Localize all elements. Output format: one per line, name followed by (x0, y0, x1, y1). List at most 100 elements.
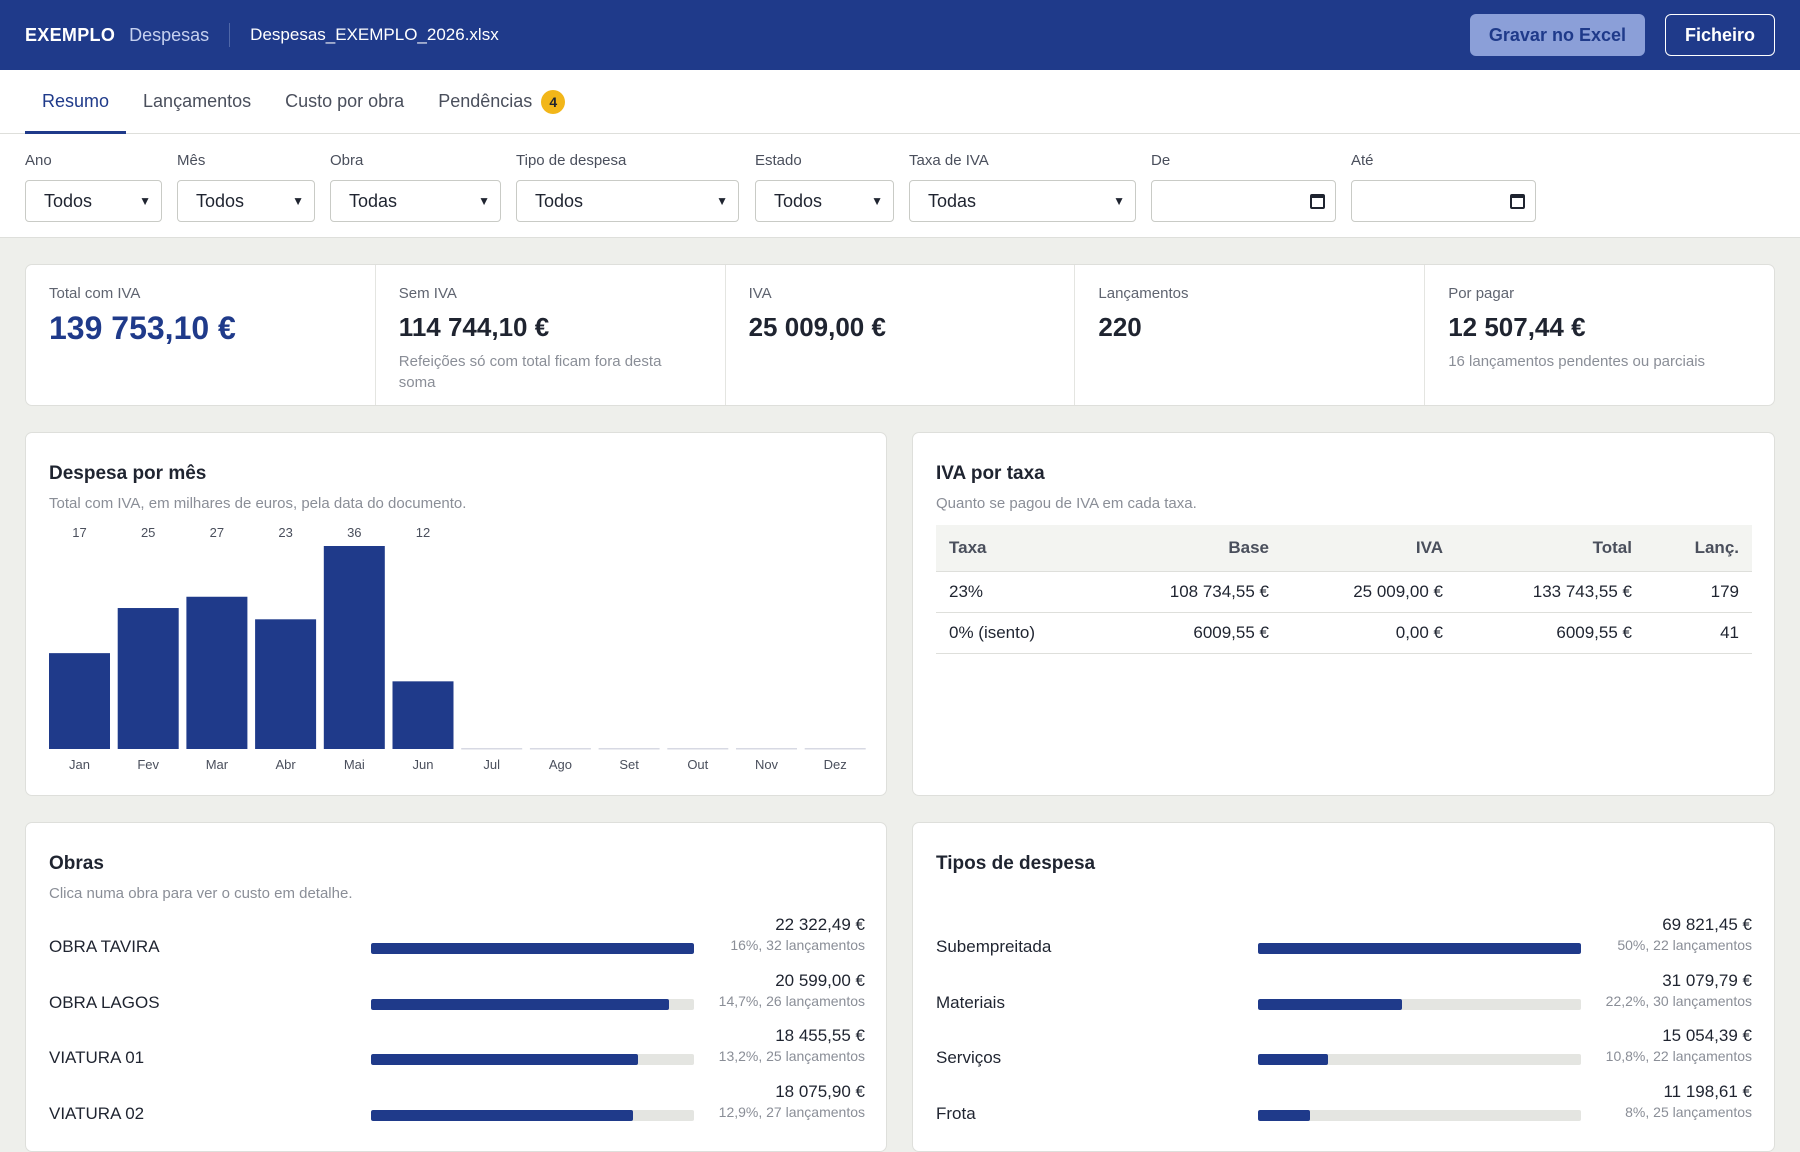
x-tick-label: Mai (344, 757, 365, 772)
tab-pendencias[interactable]: Pendências 4 (421, 70, 582, 133)
section-name: Despesas (129, 24, 210, 45)
cell-iva: 25 009,00 € (1282, 571, 1456, 613)
empty-bar-set (598, 748, 660, 750)
tipo-name: Materiais (936, 992, 1005, 1012)
filter-label: Taxa de IVA (909, 152, 989, 169)
tipo-amount: 31 079,79 € (1662, 970, 1752, 990)
select-value: Todos (44, 190, 93, 211)
mes-select[interactable]: Todos ▼ (177, 180, 315, 222)
select-value: Todos (196, 190, 245, 211)
ano-select[interactable]: Todos ▼ (25, 180, 162, 222)
obra-meta: 14,7%, 26 lançamentos (718, 992, 865, 1009)
x-tick-label: Ago (549, 757, 572, 772)
obra-select[interactable]: Todas ▼ (330, 180, 501, 222)
tab-label: Lançamentos (143, 91, 252, 111)
tab-lancamentos[interactable]: Lançamentos (126, 70, 268, 133)
kpi-value: 139 753,10 € (49, 310, 236, 346)
obra-meta: 13,2%, 25 lançamentos (718, 1048, 865, 1064)
tipo-meta: 10,8%, 22 lançamentos (1605, 1048, 1752, 1064)
file-name: Despesas_EXEMPLO_2026.xlsx (250, 25, 499, 44)
bar-jun (392, 681, 454, 749)
filter-label: Obra (330, 152, 364, 169)
column-header: Base (1096, 525, 1282, 572)
tab-label: Pendências (438, 91, 533, 111)
chevron-down-icon: ▼ (871, 194, 883, 208)
tipos-card: Tipos de despesa Subempreitada 69 821,45… (912, 822, 1775, 1152)
x-tick-label: Out (687, 757, 708, 772)
tab-label: Resumo (42, 91, 110, 111)
cell-total: 133 743,55 € (1456, 571, 1645, 613)
obra-row[interactable]: OBRA TAVIRA 22 322,49 € 16%, 32 lançamen… (49, 915, 865, 971)
bar-mai (323, 546, 385, 749)
filter-label: De (1151, 152, 1171, 169)
tab-label: Custo por obra (285, 91, 405, 111)
share-bar-fill (1258, 998, 1402, 1010)
empty-bar-jul (461, 748, 523, 750)
card-title: IVA por taxa (936, 463, 1045, 484)
card-title: Tipos de despesa (936, 853, 1096, 874)
select-value: Todas (928, 190, 977, 211)
card-title: Obras (49, 853, 104, 874)
cell-taxa: 23% (936, 571, 1096, 613)
obra-meta: 12,9%, 27 lançamentos (718, 1103, 865, 1120)
chevron-down-icon: ▼ (716, 194, 728, 208)
share-bar-track (371, 998, 694, 1010)
share-bar-fill (371, 998, 670, 1010)
save-to-excel-button[interactable]: Gravar no Excel (1469, 14, 1645, 56)
bar-value-label: 12 (416, 525, 430, 540)
x-tick-label: Jun (413, 757, 434, 772)
cell-total: 6009,55 € (1456, 612, 1645, 654)
obra-amount: 20 599,00 € (775, 970, 865, 990)
obra-row[interactable]: OBRA LAGOS 20 599,00 € 14,7%, 26 lançame… (49, 971, 865, 1027)
obra-amount: 18 075,90 € (775, 1081, 865, 1101)
obra-name: VIATURA 02 (49, 1103, 145, 1123)
kpi-note: Refeições só com total ficam fora desta … (398, 353, 662, 391)
tipo-meta: 50%, 22 lançamentos (1617, 937, 1752, 953)
kpi-lancamentos: Lançamentos 220 (1075, 265, 1426, 405)
share-bar-track (371, 1109, 694, 1121)
ate-date-input[interactable] (1351, 180, 1536, 222)
obra-amount: 22 322,49 € (775, 915, 865, 934)
obra-row[interactable]: VIATURA 01 18 455,55 € 13,2%, 25 lançame… (49, 1026, 865, 1082)
de-date-input[interactable] (1151, 180, 1336, 222)
column-header: IVA (1282, 525, 1456, 572)
table-row: 23% 108 734,55 € 25 009,00 € 133 743,55 … (936, 571, 1752, 613)
obra-row[interactable]: VIATURA 02 18 075,90 € 12,9%, 27 lançame… (49, 1082, 865, 1138)
bar-mar (186, 596, 248, 749)
tab-resumo[interactable]: Resumo (25, 70, 127, 134)
x-tick-label: Fev (137, 757, 159, 772)
taxa-select[interactable]: Todas ▼ (909, 180, 1136, 222)
share-bar-track (371, 943, 694, 954)
monthly-bar-chart: 17 Jan 25 Fev 27 Mar 23 Abr 36 Mai 12 Jun Jul Ago Set O… (49, 525, 866, 772)
tipo-select[interactable]: Todos ▼ (516, 180, 739, 222)
kpi-sem-iva: Sem IVA 114 744,10 € Refeições só com to… (376, 265, 726, 405)
filter-label: Até (1351, 152, 1374, 169)
share-bar-track (1258, 1109, 1581, 1121)
tab-custo-por-obra[interactable]: Custo por obra (268, 70, 421, 133)
iva-table: Taxa Base IVA Total Lanç. 23% 108 734,55… (936, 525, 1752, 654)
cell-lanc: 179 (1645, 571, 1752, 613)
tipo-row: Frota 11 198,61 € 8%, 25 lançamentos (936, 1082, 1752, 1138)
calendar-icon[interactable] (1310, 193, 1325, 209)
empty-bar-dez (804, 748, 866, 750)
tipo-meta: 8%, 25 lançamentos (1625, 1103, 1752, 1120)
filter-ano: Ano Todos ▼ (25, 152, 162, 222)
file-button[interactable]: Ficheiro (1664, 14, 1775, 56)
cell-lanc: 41 (1645, 612, 1752, 654)
kpi-strip: Total com IVA 139 753,10 € Sem IVA 114 7… (25, 264, 1775, 406)
tipo-amount: 15 054,39 € (1662, 1026, 1752, 1045)
tipo-meta: 22,2%, 30 lançamentos (1605, 992, 1752, 1009)
chevron-down-icon: ▼ (478, 194, 490, 208)
kpi-total-com-iva: Total com IVA 139 753,10 € (26, 265, 376, 405)
tipo-name: Serviços (936, 1048, 1002, 1067)
x-tick-label: Abr (275, 757, 296, 772)
estado-select[interactable]: Todos ▼ (755, 180, 894, 222)
calendar-icon[interactable] (1510, 193, 1525, 209)
table-header-row: Taxa Base IVA Total Lanç. (936, 525, 1752, 572)
tab-bar: Resumo Lançamentos Custo por obra Pendên… (0, 70, 1800, 134)
tipo-row: Materiais 31 079,79 € 22,2%, 30 lançamen… (936, 971, 1752, 1027)
filter-ate: Até (1351, 152, 1536, 222)
filter-bar: Ano Todos ▼ Mês Todos ▼ Obra Todas ▼ Tipo d… (0, 134, 1800, 238)
filter-label: Tipo de despesa (516, 152, 627, 169)
kpi-value: 12 507,44 € (1448, 312, 1586, 342)
